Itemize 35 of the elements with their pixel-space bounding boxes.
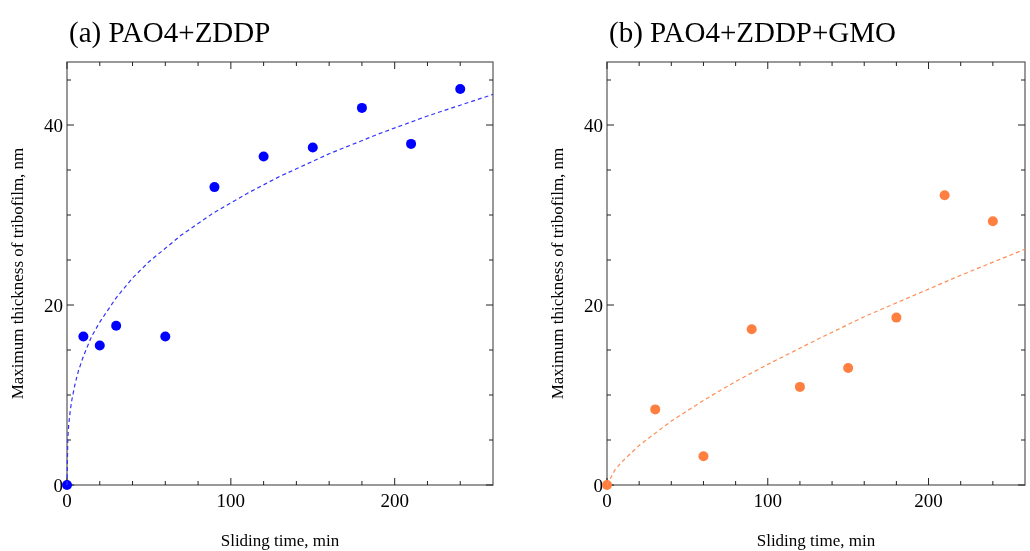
chart-title: (a) PAO4+ZDDP — [69, 16, 271, 49]
y-tick-label: 20 — [584, 295, 603, 316]
x-axis-title: Sliding time, min — [220, 531, 340, 550]
point — [209, 182, 220, 193]
point — [650, 404, 661, 415]
y-tick-label: 40 — [44, 115, 63, 136]
x-axis-title: Sliding time, min — [756, 531, 876, 550]
point — [698, 451, 709, 462]
point — [939, 190, 950, 201]
point — [602, 480, 612, 490]
x-tick-label: 200 — [914, 490, 943, 511]
point — [987, 216, 998, 227]
x-tick-label: 200 — [380, 490, 409, 511]
x-tick-label: 100 — [753, 490, 783, 511]
y-tick-label: 0 — [593, 475, 603, 496]
point — [258, 151, 269, 162]
chart-title: (b) PAO4+ZDDP+GMO — [609, 16, 897, 49]
point — [891, 312, 902, 323]
point — [843, 363, 854, 373]
point — [160, 331, 171, 342]
point — [307, 142, 318, 153]
point — [356, 102, 367, 113]
y-tick-label: 40 — [584, 115, 603, 136]
point — [111, 320, 122, 331]
y-tick-label: 20 — [44, 295, 63, 316]
y-tick-label: 0 — [53, 475, 63, 496]
point — [94, 340, 105, 351]
point — [406, 138, 417, 149]
point — [746, 324, 757, 335]
y-axis-title: Maximum thickness of tribofilm, nm — [548, 147, 567, 400]
x-tick-label: 100 — [216, 490, 246, 511]
point — [794, 381, 805, 392]
point — [78, 331, 89, 342]
y-axis-title: Maximum thickness of tribofilm, nm — [8, 147, 27, 400]
point — [455, 84, 466, 94]
